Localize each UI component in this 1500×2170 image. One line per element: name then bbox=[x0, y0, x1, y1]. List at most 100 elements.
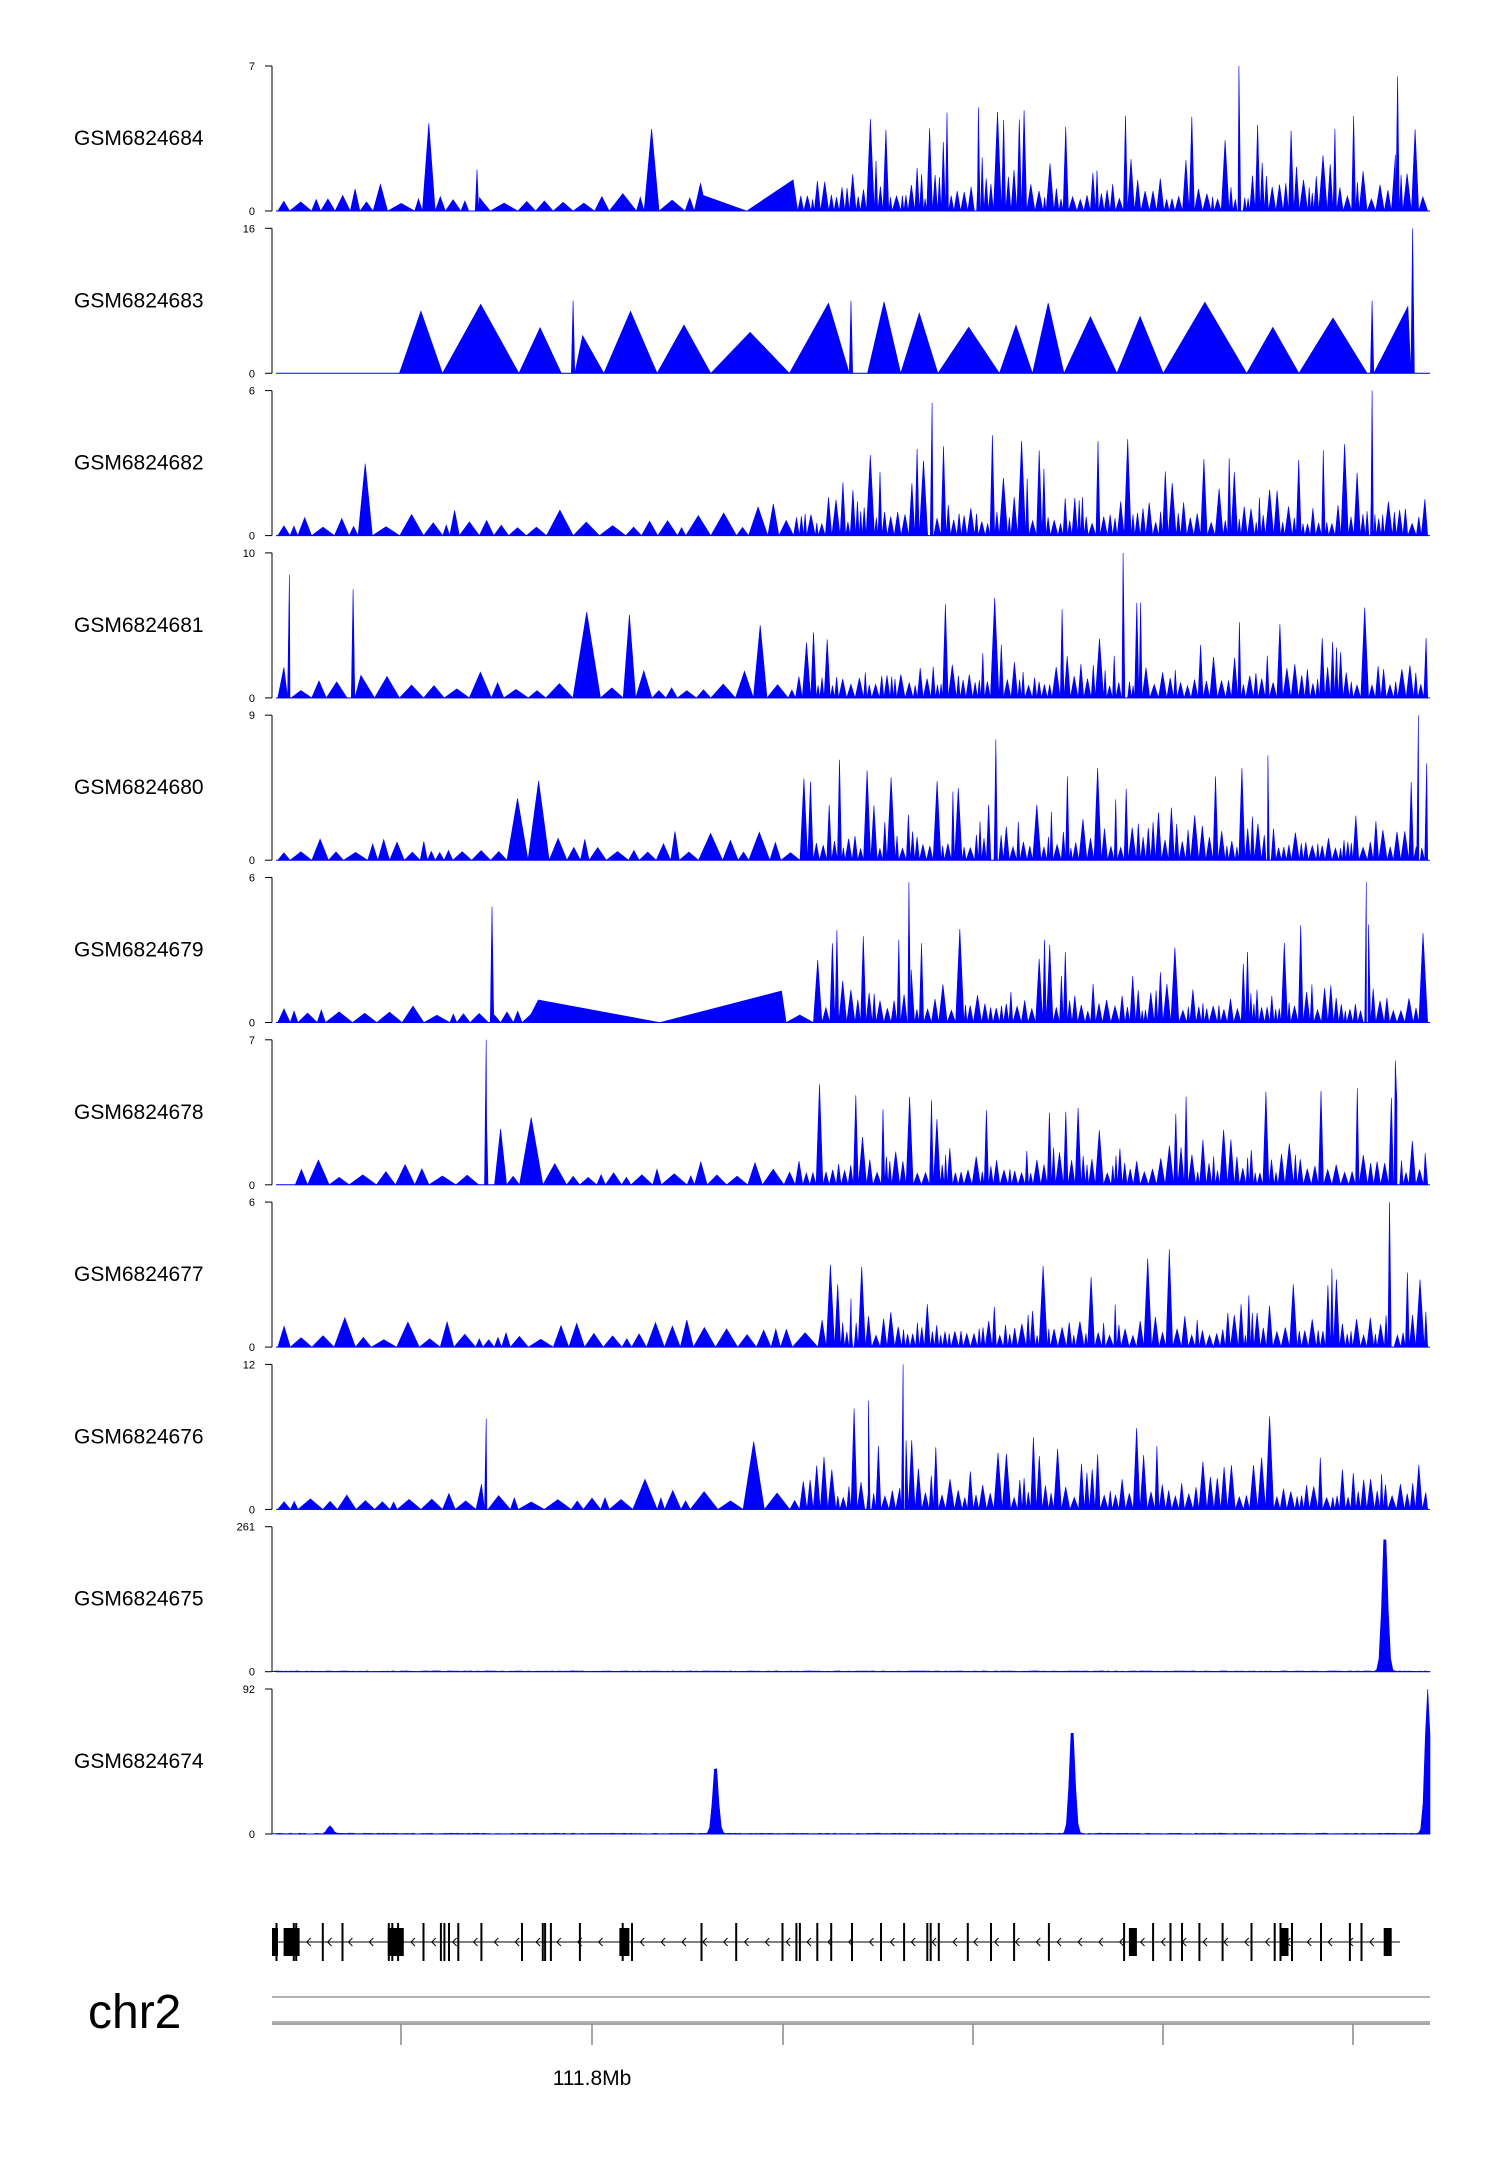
y-max-label: 12 bbox=[243, 1359, 255, 1371]
exon-block bbox=[619, 1928, 630, 1956]
track-label: GSM6824682 bbox=[74, 452, 204, 475]
exon bbox=[1013, 1923, 1016, 1961]
strand-arrow bbox=[681, 1937, 687, 1947]
exon bbox=[966, 1923, 969, 1961]
exon bbox=[443, 1923, 446, 1961]
track-label: GSM6824679 bbox=[74, 939, 204, 962]
track-GSM6824674: GSM6824674 92 0 bbox=[74, 1684, 1431, 1841]
strand-arrow bbox=[347, 1937, 353, 1947]
exon-block bbox=[1128, 1928, 1137, 1956]
y-min-label: 0 bbox=[249, 368, 255, 380]
signal-area bbox=[277, 552, 1429, 700]
exon bbox=[929, 1923, 932, 1961]
strand-arrow bbox=[1306, 1937, 1312, 1947]
strand-arrow bbox=[1181, 1937, 1187, 1947]
strand-arrow bbox=[1098, 1937, 1104, 1947]
track-GSM6824676: GSM6824676 12 0 bbox=[74, 1359, 1430, 1516]
exon bbox=[926, 1923, 929, 1961]
strand-arrow bbox=[306, 1937, 312, 1947]
y-min-label: 0 bbox=[249, 1504, 255, 1516]
exon-block bbox=[272, 1928, 278, 1956]
strand-arrow bbox=[472, 1937, 478, 1947]
exon-block bbox=[1279, 1928, 1289, 1956]
exon bbox=[937, 1923, 940, 1961]
strand-arrow bbox=[993, 1937, 999, 1947]
y-max-label: 7 bbox=[249, 61, 255, 73]
y-max-label: 6 bbox=[249, 386, 255, 398]
y-max-label: 261 bbox=[237, 1522, 255, 1534]
strand-arrow bbox=[868, 1937, 874, 1947]
strand-arrow bbox=[431, 1937, 437, 1947]
exon bbox=[422, 1923, 425, 1961]
y-max-label: 9 bbox=[249, 710, 255, 722]
strand-arrow bbox=[410, 1937, 416, 1947]
strand-arrow bbox=[973, 1937, 979, 1947]
strand-arrow bbox=[722, 1937, 728, 1947]
exon bbox=[903, 1923, 906, 1961]
exon bbox=[341, 1923, 344, 1961]
strand-arrow bbox=[597, 1937, 603, 1947]
track-GSM6824681: GSM6824681 10 0 bbox=[74, 548, 1430, 705]
exon bbox=[798, 1923, 801, 1961]
signal-area bbox=[277, 1364, 1429, 1511]
strand-arrow bbox=[1223, 1937, 1229, 1947]
signal-area bbox=[398, 228, 1428, 375]
strand-arrow bbox=[952, 1937, 958, 1947]
exon bbox=[1152, 1923, 1155, 1961]
strand-arrow bbox=[827, 1937, 833, 1947]
track-GSM6824675: GSM6824675 261 0 bbox=[74, 1522, 1431, 1679]
strand-arrow bbox=[556, 1937, 562, 1947]
x-tick-label: 111.8Mb bbox=[553, 2067, 632, 2090]
exon bbox=[1360, 1923, 1363, 1961]
y-min-label: 0 bbox=[249, 1829, 255, 1841]
exon bbox=[1320, 1923, 1322, 1961]
genomic-axis: 111.8Mb bbox=[272, 1996, 1430, 2090]
y-max-label: 92 bbox=[243, 1684, 255, 1696]
y-max-label: 6 bbox=[249, 1197, 255, 1209]
strand-arrow bbox=[577, 1937, 583, 1947]
exon bbox=[1250, 1923, 1253, 1961]
track-GSM6824677: GSM6824677 6 0 bbox=[74, 1197, 1430, 1354]
track-label: GSM6824680 bbox=[74, 776, 204, 799]
track-GSM6824679: GSM6824679 6 0 bbox=[74, 873, 1430, 1030]
signal-area bbox=[271, 1688, 1431, 1835]
signal-area bbox=[277, 65, 1429, 213]
exon bbox=[544, 1923, 547, 1961]
strand-arrow bbox=[1139, 1937, 1145, 1947]
strand-arrow bbox=[1014, 1937, 1020, 1947]
signal-area bbox=[271, 1539, 1431, 1672]
y-min-label: 0 bbox=[249, 1342, 255, 1354]
signal-area bbox=[294, 1039, 1429, 1186]
signal-area bbox=[277, 1202, 1429, 1349]
y-min-label: 0 bbox=[249, 855, 255, 867]
strand-arrow bbox=[702, 1937, 708, 1947]
exon bbox=[1123, 1923, 1126, 1961]
exon bbox=[1047, 1923, 1050, 1961]
exon bbox=[631, 1923, 633, 1961]
strand-arrow bbox=[1160, 1937, 1166, 1947]
exon bbox=[1348, 1923, 1351, 1961]
strand-arrow bbox=[1118, 1937, 1125, 1947]
strand-arrow bbox=[1077, 1937, 1083, 1947]
strand-arrow bbox=[1035, 1937, 1041, 1947]
strand-arrow bbox=[1202, 1937, 1208, 1947]
strand-arrow bbox=[1264, 1937, 1270, 1947]
exon bbox=[1291, 1923, 1293, 1961]
exon bbox=[851, 1923, 853, 1961]
exon-block bbox=[283, 1928, 300, 1956]
exon bbox=[549, 1923, 552, 1961]
strand-arrow bbox=[1369, 1937, 1375, 1947]
strand-arrow bbox=[493, 1937, 499, 1947]
strand-arrow bbox=[785, 1937, 791, 1947]
strand-arrow bbox=[451, 1937, 458, 1947]
track-GSM6824678: GSM6824678 7 0 bbox=[74, 1035, 1430, 1192]
strand-arrow bbox=[1056, 1937, 1062, 1947]
strand-arrow bbox=[764, 1937, 770, 1947]
exon bbox=[700, 1923, 703, 1961]
y-min-label: 0 bbox=[249, 1667, 255, 1679]
strand-arrow bbox=[535, 1937, 541, 1947]
exon bbox=[990, 1923, 992, 1961]
exon bbox=[321, 1923, 324, 1961]
strand-arrow bbox=[847, 1937, 854, 1947]
